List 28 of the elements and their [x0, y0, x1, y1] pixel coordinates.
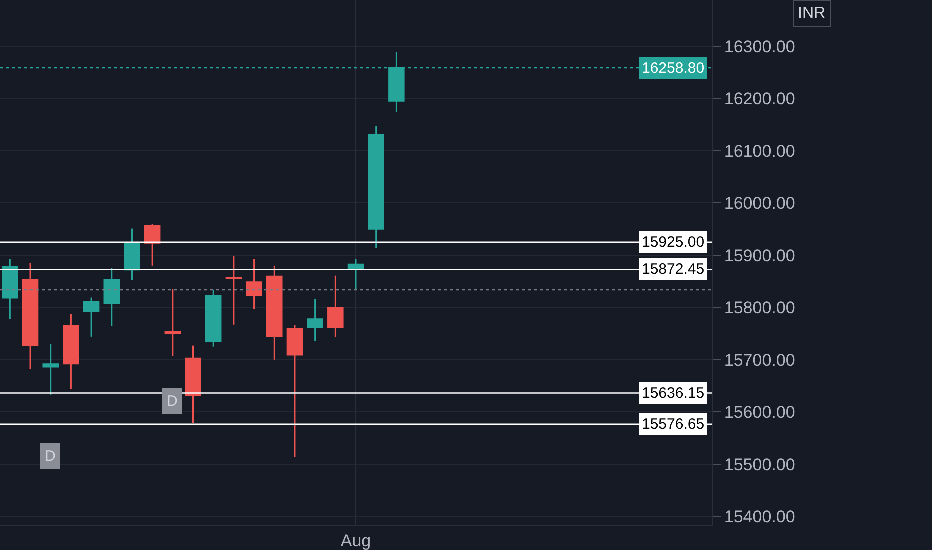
annotation: D	[167, 393, 178, 410]
y-tick-label: 16200.00	[724, 90, 796, 109]
x-tick-label: Aug	[340, 531, 372, 550]
ref-line-label: 15872.45	[642, 261, 705, 278]
candlestick	[164, 288, 182, 358]
ref-line-label: 15576.65	[642, 416, 705, 433]
y-tick-label: 15500.00	[724, 455, 796, 474]
candlestick	[328, 275, 344, 338]
text: INR	[798, 5, 826, 22]
y-tick-label: 15700.00	[724, 350, 796, 370]
candlestick	[307, 298, 324, 342]
candlestick	[368, 126, 384, 249]
y-tick-label: 15800.00	[724, 298, 796, 318]
candlestick	[63, 314, 80, 390]
y-tick-label: 16100.00	[724, 142, 796, 161]
ref-line-label: 16258.80	[642, 60, 705, 77]
y-tick-label: 15600.00	[724, 403, 796, 422]
ref-line-label: 15636.15	[642, 385, 705, 402]
candlestick	[83, 297, 100, 338]
candlestick	[266, 265, 283, 361]
candlestick	[226, 255, 242, 326]
candlestick	[42, 344, 59, 396]
y-tick-label: 15900.00	[724, 246, 796, 266]
y-tick-label: 16300.00	[724, 37, 796, 56]
y-tick-label: 16000.00	[724, 194, 796, 214]
annotation: D	[45, 448, 56, 465]
ref-line-label: 15925.00	[642, 234, 705, 251]
y-tick-label: 15400.00	[724, 508, 796, 527]
